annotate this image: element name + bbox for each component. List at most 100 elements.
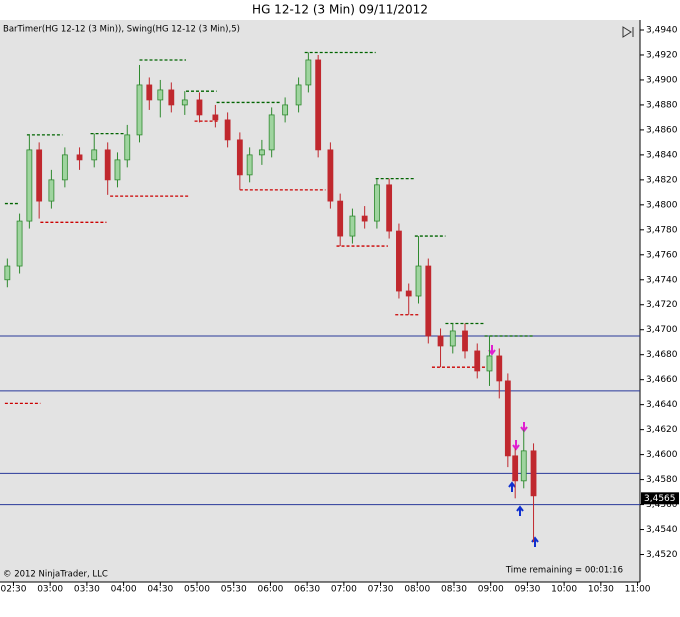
y-tick-label: 3,4900 (646, 75, 678, 85)
y-tick-label: 3,4560 (646, 500, 678, 510)
x-tick-label: 07:30 (368, 585, 394, 595)
candle-body (315, 59, 322, 151)
candle-body (437, 335, 444, 347)
candle-body (415, 265, 422, 297)
candle-body (4, 265, 11, 281)
candle-body (405, 290, 412, 297)
y-tick-label: 3,4540 (646, 525, 678, 535)
buy-arrow (531, 536, 539, 547)
x-tick-label: 03:30 (74, 585, 100, 595)
icon-bg[interactable] (620, 25, 636, 39)
candle-body (236, 139, 243, 176)
scroll-icon[interactable] (620, 25, 636, 39)
candle-body (258, 149, 265, 156)
candle-body (196, 99, 203, 116)
chart-title: HG 12-12 (3 Min) 09/11/2012 (252, 3, 428, 17)
last-price-label: 3,4565 (644, 494, 676, 504)
candle-body (91, 149, 98, 161)
x-tick-label: 09:30 (514, 585, 540, 595)
x-tick-label: 08:00 (404, 585, 430, 595)
candle-body (61, 154, 68, 181)
candle-body (295, 84, 302, 106)
y-tick-label: 3,4860 (646, 125, 678, 135)
x-tick-label: 06:00 (257, 585, 283, 595)
x-tick-label: 05:00 (184, 585, 210, 595)
y-tick-label: 3,4760 (646, 250, 678, 260)
x-tick-label: 03:00 (37, 585, 63, 595)
y-tick-label: 3,4660 (646, 375, 678, 385)
candle-body (48, 179, 55, 202)
candle-body (327, 149, 334, 202)
candle-body (16, 220, 23, 267)
candle-body (462, 330, 468, 352)
y-tick-label: 3,4640 (646, 400, 678, 410)
y-tick-label: 3,4700 (646, 325, 678, 335)
y-tick-label: 3,4600 (646, 450, 678, 460)
candle-body (157, 89, 164, 101)
indicator-label: BarTimer(HG 12-12 (3 Min)), Swing(HG 12-… (3, 25, 240, 35)
candle-body (337, 200, 344, 237)
x-tick-label: 06:30 (294, 585, 320, 595)
y-tick-label: 3,4520 (646, 550, 678, 560)
candle-body (530, 450, 537, 497)
sell-arrow (512, 440, 520, 451)
x-tick-label: 11:00 (625, 585, 651, 595)
x-tick-label: 10:00 (551, 585, 577, 595)
candle-body (449, 330, 456, 347)
y-tick-label: 3,4880 (646, 100, 678, 110)
candle-body (104, 149, 111, 181)
x-tick-label: 07:00 (331, 585, 357, 595)
candle-body (512, 455, 519, 482)
candle-body (114, 159, 121, 181)
y-tick-label: 3,4800 (646, 200, 678, 210)
sell-arrow (488, 345, 496, 356)
candle-body (305, 59, 312, 86)
y-tick-label: 3,4720 (646, 300, 678, 310)
x-tick-label: 08:30 (441, 585, 467, 595)
candle-body (425, 265, 432, 337)
y-tick-label: 3,4920 (646, 50, 678, 60)
candle-body (212, 114, 219, 121)
time-remaining: Time remaining = 00:01:16 (505, 566, 623, 576)
x-tick-label: 04:30 (147, 585, 173, 595)
copyright: © 2012 NinjaTrader, LLC (3, 570, 108, 580)
candle-body (136, 84, 143, 136)
y-tick-label: 3,4780 (646, 225, 678, 235)
candle-body (181, 99, 188, 106)
candle-body (124, 134, 131, 161)
candle-body (246, 154, 253, 176)
candle-body (268, 114, 275, 151)
buy-arrow (516, 505, 524, 516)
candle-body (282, 104, 289, 116)
candle-body (474, 350, 481, 372)
y-tick-label: 3,4680 (646, 350, 678, 360)
candle-body (486, 355, 493, 372)
x-tick-label: 05:30 (221, 585, 247, 595)
candle-body (26, 149, 33, 222)
icon-glyph[interactable] (622, 26, 634, 38)
y-tick-label: 3,4840 (646, 150, 678, 160)
candle-body (496, 355, 503, 382)
candle-body (76, 154, 83, 161)
x-tick-label: 04:00 (111, 585, 137, 595)
candle-body (396, 230, 402, 292)
last-price-box (641, 492, 679, 505)
candle-body (349, 215, 356, 237)
buy-arrow (508, 481, 516, 492)
x-tick-label: 02:30 (0, 585, 26, 595)
candle-body (520, 450, 527, 482)
candle-body (386, 184, 393, 232)
y-tick-label: 3,4620 (646, 425, 678, 435)
y-tick-label: 3,4940 (646, 25, 678, 35)
y-tick-label: 3,4580 (646, 475, 678, 485)
candle-body (224, 119, 231, 141)
candle-body (361, 215, 368, 222)
candle-body (146, 84, 153, 101)
y-tick-label: 3,4740 (646, 275, 678, 285)
candle-body (374, 184, 380, 222)
candle-body (168, 89, 175, 106)
y-tick-label: 3,4820 (646, 175, 678, 185)
candle-body (36, 149, 43, 202)
candle-body (504, 380, 511, 457)
